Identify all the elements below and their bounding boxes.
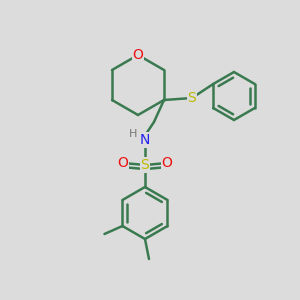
- Text: O: O: [161, 156, 172, 170]
- Text: S: S: [188, 91, 196, 105]
- Text: S: S: [141, 158, 149, 172]
- Text: H: H: [129, 129, 137, 139]
- Text: N: N: [140, 133, 150, 147]
- Text: O: O: [118, 156, 128, 170]
- Text: O: O: [133, 48, 143, 62]
